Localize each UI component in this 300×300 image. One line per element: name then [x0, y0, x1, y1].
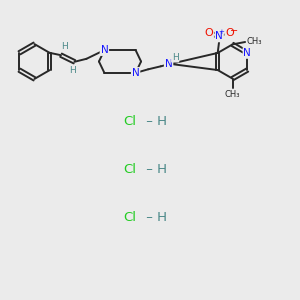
Text: O: O — [204, 28, 213, 38]
Text: H: H — [61, 42, 68, 51]
Text: H: H — [172, 53, 178, 62]
Text: Cl: Cl — [124, 115, 136, 128]
Text: N: N — [215, 32, 223, 41]
Text: – H: – H — [142, 211, 167, 224]
Text: CH₃: CH₃ — [225, 90, 240, 99]
Text: N: N — [100, 45, 108, 55]
Text: O: O — [225, 28, 234, 38]
Text: Cl: Cl — [124, 211, 136, 224]
Text: – H: – H — [142, 115, 167, 128]
Text: +: + — [219, 28, 224, 34]
Text: N: N — [243, 48, 251, 58]
Text: – H: – H — [142, 163, 167, 176]
Text: N: N — [132, 68, 140, 78]
Text: H: H — [70, 66, 76, 75]
Text: N: N — [165, 59, 172, 69]
Text: −: − — [230, 26, 238, 36]
Text: CH₃: CH₃ — [246, 38, 262, 46]
Text: Cl: Cl — [124, 163, 136, 176]
